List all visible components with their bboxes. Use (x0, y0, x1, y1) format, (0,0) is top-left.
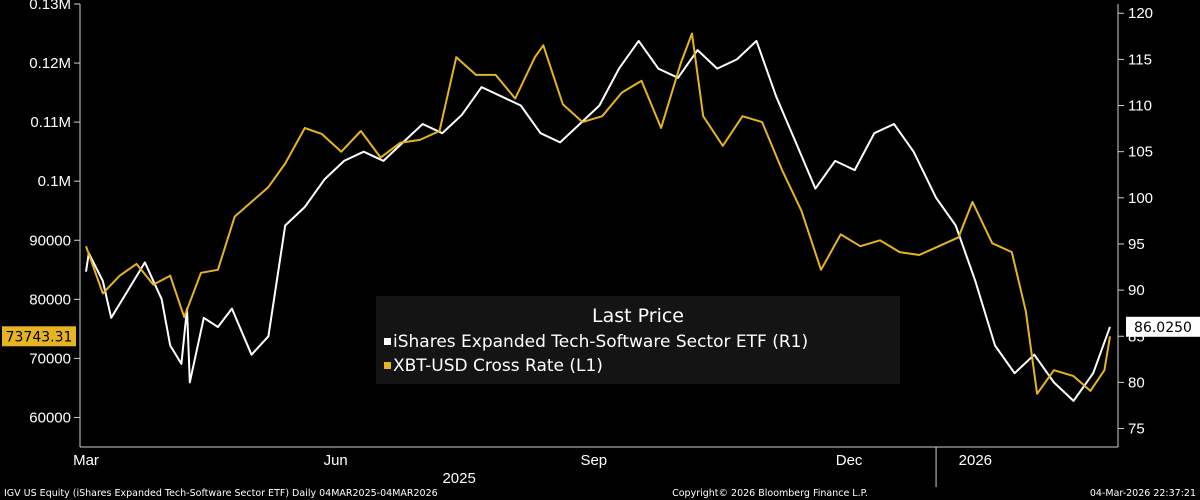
right-tick-label: 115 (1128, 51, 1152, 68)
right-tick-label: 105 (1128, 144, 1153, 161)
legend-title: Last Price (592, 305, 684, 327)
left-tick-label: 0.12M (29, 55, 71, 72)
right-axis: 7580859095100105110115120 (1118, 5, 1153, 438)
left-value-tag-bg (2, 326, 76, 347)
x-month-tick-label: Mar (73, 452, 99, 469)
legend-swatch (384, 362, 391, 369)
right-tick-label: 120 (1128, 5, 1153, 22)
footer-left: IGV US Equity (iShares Expanded Tech-Sof… (4, 488, 438, 499)
footer: IGV US Equity (iShares Expanded Tech-Sof… (4, 488, 1196, 499)
left-tick-label: 90000 (29, 232, 71, 249)
left-tick-label: 0.13M (29, 0, 71, 13)
x-month-tick-label: 2026 (959, 452, 992, 469)
left-tick-label: 60000 (29, 409, 71, 426)
right-tick-label: 75 (1128, 421, 1145, 438)
left-tick-label: 0.11M (30, 114, 71, 131)
x-month-tick-label: Jun (324, 452, 348, 469)
legend: Last Price iShares Expanded Tech-Software… (376, 296, 900, 384)
last-value-tags: 86.0250 73743.31 (2, 316, 1200, 347)
series-line-xbt-usd (85, 32, 1111, 395)
right-tick-label: 95 (1128, 236, 1145, 253)
footer-copyright: Copyright© 2026 Bloomberg Finance L.P. (672, 488, 868, 499)
series-line-igv (85, 39, 1111, 402)
right-tick-label: 100 (1128, 190, 1153, 207)
legend-entry: XBT-USD Cross Rate (L1) (393, 356, 603, 376)
left-tick-label: 0.1M (38, 173, 71, 190)
left-value-tag: 73743.31 (6, 329, 73, 345)
right-value-tag: 86.0250 (1134, 320, 1192, 336)
x-year-label: 2025 (442, 470, 475, 487)
left-tick-label: 70000 (29, 350, 71, 367)
left-axis: 60000 70000 80000 90000 0.1M 0.11M 0.12M 0.13M (29, 0, 80, 426)
right-value-tag-bg (1126, 316, 1200, 337)
x-month-tick-label: Dec (836, 452, 863, 469)
legend-swatch (384, 338, 391, 345)
x-axis: Mar Jun Sep Dec 2026 2025 (73, 447, 992, 487)
legend-entry: iShares Expanded Tech-Software Sector ET… (393, 332, 808, 352)
legend-box (376, 296, 900, 384)
right-tick-label: 80 (1128, 374, 1145, 391)
footer-timestamp: 04-Mar-2026 22:37:21 (1090, 488, 1196, 499)
x-month-tick-label: Sep (580, 452, 607, 469)
plot-frame (79, 4, 1119, 448)
left-tick-label: 80000 (29, 291, 71, 308)
right-tick-label: 110 (1128, 98, 1152, 115)
right-tick-label: 90 (1128, 282, 1145, 299)
series-layer (85, 32, 1111, 402)
